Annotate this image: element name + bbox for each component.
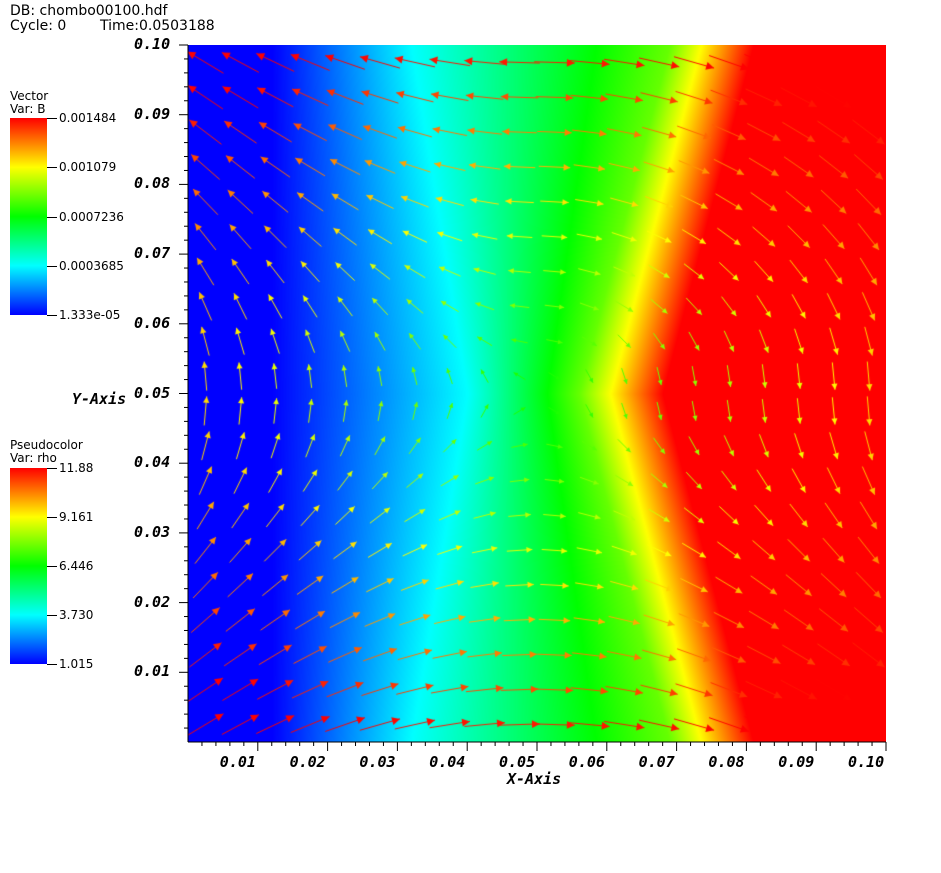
legend-tick	[47, 468, 57, 469]
legend-label: 3.730	[59, 608, 94, 622]
legend-label: 0.001079	[59, 160, 117, 175]
legend-tick	[47, 315, 57, 316]
y-tick-label: 0.06	[134, 313, 171, 332]
legend-tick	[47, 615, 57, 616]
legend-label: 0.0007236	[59, 209, 124, 224]
vector-colorbar	[10, 118, 47, 315]
plot-area	[188, 45, 886, 742]
legend-label: 1.015	[59, 657, 94, 671]
y-tick-label: 0.08	[134, 174, 171, 193]
x-tick-label: 0.02	[289, 753, 326, 771]
legend-label: 0.0003685	[59, 258, 124, 273]
y-tick-label: 0.02	[134, 592, 171, 611]
x-tick-label: 0.08	[708, 753, 745, 771]
legend-label: 1.333e-05	[59, 308, 121, 322]
y-tick-label: 0.10	[134, 35, 171, 53]
x-tick-label: 0.03	[359, 753, 396, 771]
legend-tick	[47, 167, 57, 169]
y-tick-label: 0.05	[134, 383, 171, 402]
x-tick-label: 0.10	[848, 753, 885, 771]
y-axis-title: Y-Axis	[72, 390, 127, 408]
pseudocolor-legend-title: Pseudocolor	[10, 438, 83, 452]
x-tick-label: 0.01	[219, 753, 256, 771]
y-tick-label: 0.07	[134, 244, 171, 263]
legend-tick	[47, 664, 57, 665]
x-tick-label: 0.09	[778, 753, 815, 771]
vector-legend-title: Vector	[10, 89, 49, 103]
cycle-label: Cycle: 0	[10, 18, 67, 34]
legend-label: 0.001484	[59, 111, 117, 125]
x-tick-label: 0.04	[429, 753, 466, 771]
legend-tick	[47, 566, 57, 567]
db-label: DB: chombo00100.hdf	[10, 3, 168, 19]
legend-tick	[47, 265, 57, 267]
y-tick-label: 0.04	[134, 453, 171, 472]
pseudocolor-colorbar	[10, 468, 47, 664]
time-label: Time:0.0503188	[100, 18, 215, 34]
x-tick-label: 0.06	[568, 753, 605, 771]
legend-label: 11.88	[59, 461, 94, 475]
pseudocolor-legend-var: Var: rho	[10, 451, 57, 465]
x-axis-title: X-Axis	[507, 770, 562, 788]
legend-label: 6.446	[59, 559, 94, 573]
y-tick-label: 0.09	[134, 104, 171, 123]
vector-legend-var: Var: B	[10, 102, 46, 116]
legend-label: 9.161	[59, 510, 94, 524]
x-tick-label: 0.07	[638, 753, 675, 771]
legend-tick	[47, 118, 57, 119]
x-tick-label: 0.05	[499, 753, 536, 771]
legend-tick	[47, 517, 57, 518]
y-tick-label: 0.01	[134, 662, 171, 681]
y-tick-label: 0.03	[134, 522, 171, 541]
legend-tick	[47, 216, 57, 218]
